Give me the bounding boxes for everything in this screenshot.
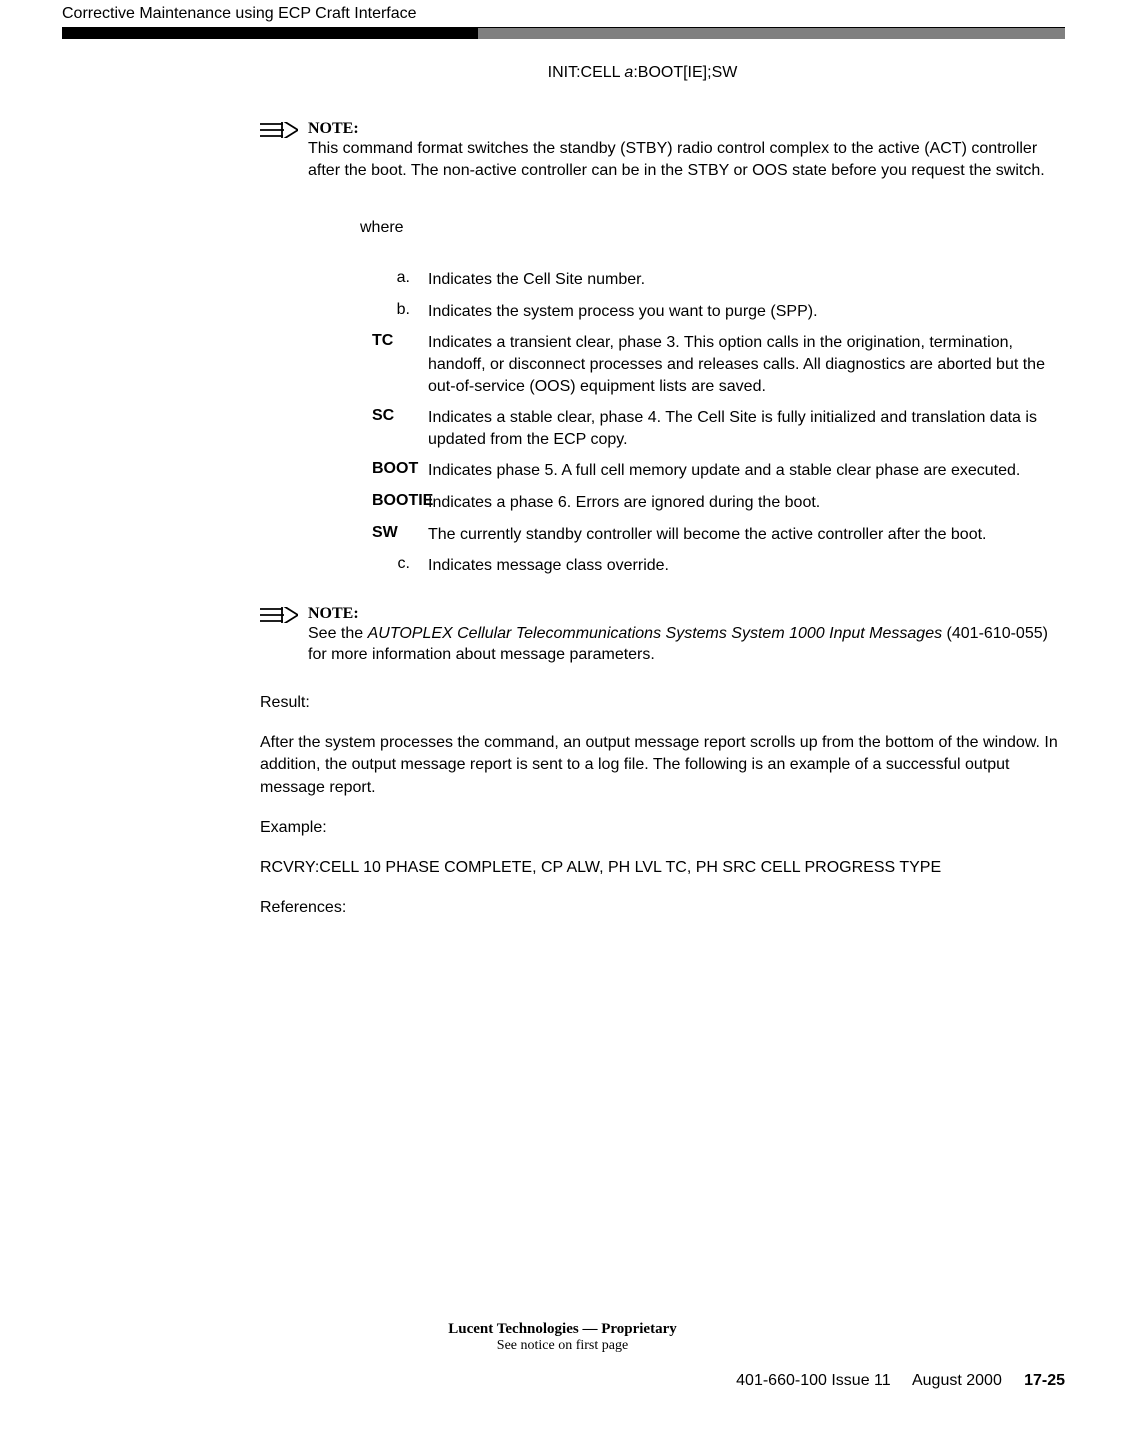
def-row-bootie: BOOTIE Indicates a phase 6. Errors are i… [372, 492, 1065, 514]
def-desc: Indicates a phase 6. Errors are ignored … [428, 492, 1065, 514]
note-text: This command format switches the standby… [308, 138, 1065, 181]
note-text: See the AUTOPLEX Cellular Telecommunicat… [308, 623, 1065, 666]
def-desc: The currently standby controller will be… [428, 524, 1065, 546]
command-param: a [624, 64, 633, 81]
references-label: References: [260, 899, 1065, 917]
footer-page-number: 17-25 [1024, 1372, 1065, 1389]
def-row-tc: TC Indicates a transient clear, phase 3.… [372, 332, 1065, 397]
footer-date: August 2000 [912, 1372, 1002, 1389]
command-prefix: INIT:CELL [548, 64, 625, 81]
header-title: Corrective Maintenance using ECP Craft I… [0, 0, 1125, 23]
footer-notice: See notice on first page [0, 1338, 1125, 1354]
note-content: NOTE: See the AUTOPLEX Cellular Telecomm… [260, 605, 1065, 666]
header-divider [62, 27, 1065, 39]
def-term: c. [372, 555, 428, 577]
command-suffix: :BOOT[IE];SW [633, 64, 737, 81]
def-term: TC [372, 332, 428, 397]
def-desc: Indicates the system process you want to… [428, 301, 1065, 323]
def-row-boot: BOOT Indicates phase 5. A full cell memo… [372, 460, 1065, 482]
result-text: After the system processes the command, … [260, 732, 1065, 799]
def-row-b: b. Indicates the system process you want… [372, 301, 1065, 323]
note-label: NOTE: [308, 605, 359, 622]
note2-italic: AUTOPLEX Cellular Telecommunications Sys… [368, 625, 942, 642]
def-desc: Indicates a transient clear, phase 3. Th… [428, 332, 1065, 397]
def-desc: Indicates phase 5. A full cell memory up… [422, 460, 1065, 482]
example-text: RCVRY:CELL 10 PHASE COMPLETE, CP ALW, PH… [260, 857, 1065, 879]
content-area: NOTE: This command format switches the s… [260, 120, 1065, 917]
arrow-icon [260, 122, 298, 138]
def-desc: Indicates a stable clear, phase 4. The C… [428, 407, 1065, 450]
def-desc: Indicates message class override. [428, 555, 1065, 577]
definition-list: a. Indicates the Cell Site number. b. In… [372, 269, 1065, 577]
result-label: Result: [260, 694, 1065, 712]
def-term: SW [372, 524, 428, 546]
def-row-c: c. Indicates message class override. [372, 555, 1065, 577]
note-block-1: NOTE: This command format switches the s… [260, 120, 1065, 181]
where-label: where [360, 219, 1065, 237]
footer: Lucent Technologies — Proprietary See no… [0, 1321, 1125, 1390]
note-content: NOTE: This command format switches the s… [260, 120, 1065, 181]
footer-doc-id: 401-660-100 Issue 11 [736, 1372, 890, 1389]
def-term: a. [372, 269, 428, 291]
def-row-sc: SC Indicates a stable clear, phase 4. Th… [372, 407, 1065, 450]
def-term: b. [372, 301, 428, 323]
note-block-2: NOTE: See the AUTOPLEX Cellular Telecomm… [260, 605, 1065, 666]
def-desc: Indicates the Cell Site number. [428, 269, 1065, 291]
footer-proprietary: Lucent Technologies — Proprietary [0, 1321, 1125, 1338]
command-line: INIT:CELL a:BOOT[IE];SW [160, 64, 1125, 82]
arrow-icon [260, 607, 298, 623]
footer-page-info: 401-660-100 Issue 11 August 2000 17-25 [0, 1372, 1125, 1390]
note-label: NOTE: [308, 120, 359, 137]
def-term: SC [372, 407, 428, 450]
def-row-a: a. Indicates the Cell Site number. [372, 269, 1065, 291]
note2-prefix: See the [308, 625, 368, 642]
def-term: BOOTIE [372, 492, 432, 514]
example-label: Example: [260, 819, 1065, 837]
def-row-sw: SW The currently standby controller will… [372, 524, 1065, 546]
def-term: BOOT [372, 460, 422, 482]
